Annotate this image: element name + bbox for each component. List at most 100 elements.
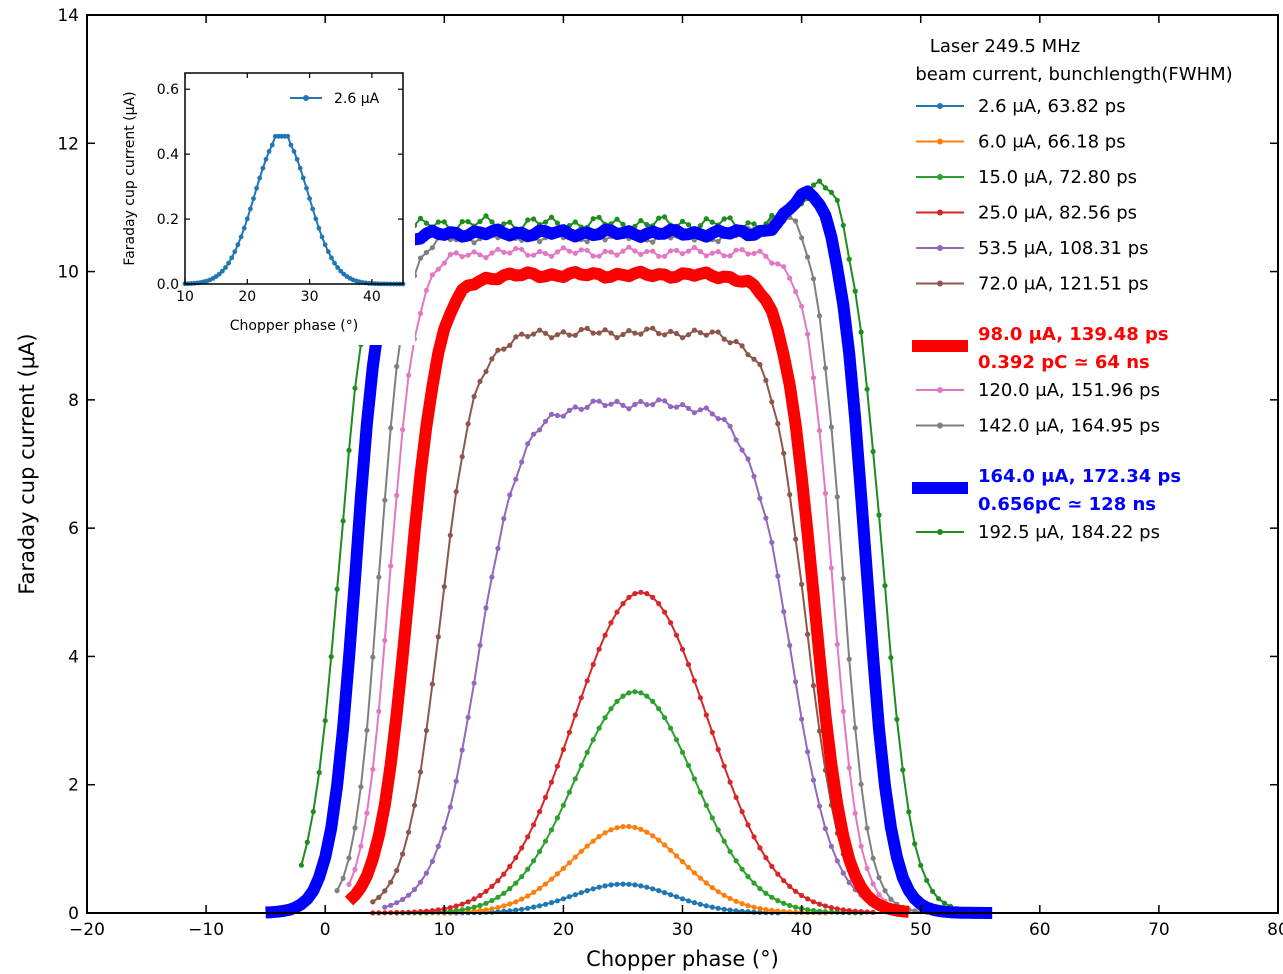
series-point — [334, 888, 340, 894]
series-point — [441, 825, 447, 831]
series-point — [578, 848, 584, 855]
series-point — [781, 878, 787, 884]
series-point — [727, 907, 733, 913]
inset-series-point — [238, 234, 244, 240]
series-point — [715, 329, 721, 335]
series-point — [733, 437, 739, 443]
series-point — [560, 329, 567, 335]
x-tick-label: −10 — [188, 920, 224, 940]
series-point — [912, 841, 918, 847]
series-point — [715, 746, 721, 753]
series-point — [721, 336, 727, 342]
series-point — [703, 712, 709, 718]
series-point — [447, 905, 453, 911]
series-point — [846, 879, 852, 886]
series-point — [620, 248, 626, 254]
series-point — [709, 250, 715, 256]
series-point — [471, 240, 477, 246]
main-plot: −20 −10 0 10 20 30 40 50 60 70 80 0 2 4 6 8 10 12 14 Chopp… — [15, 6, 1283, 971]
series-point — [775, 898, 781, 904]
series-point — [453, 907, 459, 914]
series-point — [644, 248, 650, 255]
series-point — [727, 340, 733, 346]
series-point — [411, 886, 418, 893]
series-point — [739, 901, 745, 907]
series-point — [411, 802, 418, 808]
series-point — [489, 906, 495, 912]
series-point — [721, 216, 727, 222]
y-tick-label: 2 — [68, 776, 79, 796]
series-point — [650, 594, 656, 601]
inset-series-point — [300, 175, 306, 181]
series-point — [709, 329, 715, 335]
series-point — [572, 854, 578, 860]
inset-y-tick-label: 0.4 — [157, 147, 179, 163]
series-point — [471, 904, 477, 910]
series-point — [566, 860, 573, 866]
series-point — [614, 825, 620, 831]
series-point — [507, 342, 513, 348]
series-point — [322, 718, 328, 724]
series-point — [846, 256, 852, 262]
series-point — [852, 288, 858, 294]
series-line — [420, 825, 826, 914]
series-point — [840, 222, 846, 228]
series-point — [828, 424, 835, 430]
inset-series-point — [226, 260, 232, 266]
series-point — [453, 903, 459, 909]
series-point — [620, 824, 626, 830]
series-point — [554, 871, 561, 877]
series-point — [483, 605, 489, 611]
x-tick-label: 10 — [433, 920, 455, 940]
series-point — [644, 591, 650, 597]
series-point — [483, 900, 489, 906]
series-point — [626, 690, 632, 696]
series-point — [584, 678, 590, 684]
series-point — [691, 776, 698, 782]
series-point — [608, 706, 614, 712]
series-point — [775, 573, 781, 579]
series-point — [513, 907, 519, 913]
series-point — [787, 492, 793, 498]
series-point — [858, 329, 864, 335]
series-point — [435, 907, 441, 913]
legend-marker — [937, 103, 943, 109]
series-point — [888, 655, 894, 661]
series-point — [447, 251, 453, 258]
series-point — [417, 879, 424, 885]
inset-ticks-layer: 10 20 30 40 0.0 0.2 0.4 0.6 — [157, 73, 403, 305]
series-point — [584, 404, 590, 410]
series-point — [644, 693, 650, 699]
series-point — [388, 902, 394, 908]
series-point — [906, 809, 912, 815]
series-point — [417, 310, 424, 316]
series-point — [799, 716, 805, 722]
series-point — [525, 866, 531, 872]
series-point — [650, 886, 656, 892]
series-point — [781, 264, 787, 270]
series-point — [525, 893, 531, 899]
inset-y-tick-label: 0.6 — [157, 82, 179, 98]
series-point — [542, 330, 549, 336]
series-point — [465, 899, 471, 905]
series-point — [495, 894, 501, 900]
series-point — [542, 838, 549, 844]
series-point — [554, 249, 561, 255]
series-point — [662, 332, 668, 338]
legend-marker — [937, 280, 943, 287]
series-point — [447, 804, 453, 810]
series-point — [471, 249, 477, 255]
series-point — [626, 881, 632, 887]
series-point — [787, 642, 793, 649]
series-point — [858, 781, 864, 787]
series-point — [793, 888, 799, 894]
series-point — [328, 654, 334, 660]
series-point — [531, 216, 537, 222]
series-point — [465, 219, 471, 225]
series-point — [459, 254, 465, 260]
inset-series-point — [232, 249, 238, 255]
series-point — [697, 789, 704, 795]
series-point — [632, 591, 638, 597]
series-point — [721, 906, 727, 912]
inset-series-point — [260, 165, 266, 171]
